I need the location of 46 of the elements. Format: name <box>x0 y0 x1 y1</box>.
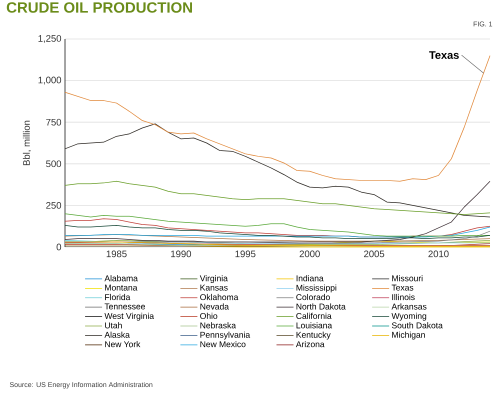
y-tick-label: 1,000 <box>38 76 62 85</box>
x-tick-label: 2010 <box>428 250 449 258</box>
annotation: Texas <box>429 51 459 59</box>
legend-label: Montana <box>105 284 138 291</box>
legend-label: Alaska <box>104 332 130 338</box>
legend-label: Nebraska <box>200 322 236 328</box>
legend-label: Texas <box>392 284 414 291</box>
legend-label: Colorado <box>296 294 330 300</box>
legend-label: North Dakota <box>296 303 346 310</box>
legend-label: West Virginia <box>104 312 154 321</box>
legend-label: Pennsylvania <box>200 332 250 340</box>
legend-label: New York <box>105 341 140 348</box>
x-tick-label: 2005 <box>364 250 384 258</box>
x-tick-label: 1995 <box>236 250 256 258</box>
legend-label: Ohio <box>200 312 218 319</box>
x-tick-label: 2000 <box>300 250 320 258</box>
legend-label: Arkansas <box>392 303 426 310</box>
y-tick-label: 500 <box>46 160 62 168</box>
legend-label: Kentucky <box>296 332 331 340</box>
legend-label: Virginia <box>200 275 228 283</box>
legend-label: Indiana <box>296 275 324 282</box>
legend-label: Louisiana <box>296 322 332 328</box>
legend-label: Oklahoma <box>200 294 238 300</box>
legend-label: Nevada <box>200 303 229 310</box>
x-tick-label: 1985 <box>106 250 127 258</box>
legend-label: Mississippi <box>296 284 336 292</box>
legend-label: Utah <box>105 322 122 328</box>
x-tick-label: 1990 <box>171 250 192 258</box>
y-tick-label: 0 <box>56 244 62 250</box>
legend-label: Tennessee <box>104 304 146 310</box>
y-axis-title: Bbl, million <box>22 120 31 166</box>
y-tick-label: 1,250 <box>38 35 62 43</box>
legend-label: Florida <box>105 294 130 300</box>
y-tick-label: 250 <box>46 202 62 209</box>
chart-title: CRUDE OIL PRODUCTION <box>6 2 192 13</box>
legend-label: Wyoming <box>392 312 426 321</box>
legend-label: Illinois <box>392 294 415 300</box>
y-tick-label: 750 <box>46 118 62 126</box>
legend-label: Michigan <box>392 332 425 340</box>
legend-label: Alabama <box>104 275 138 282</box>
legend-label: Missouri <box>392 275 422 282</box>
legend-label: New Mexico <box>200 341 246 348</box>
legend-label: Kansas <box>200 284 228 291</box>
legend-label: Arizona <box>296 341 325 348</box>
legend-label: South Dakota <box>392 322 443 328</box>
legend-label: California <box>296 312 332 319</box>
